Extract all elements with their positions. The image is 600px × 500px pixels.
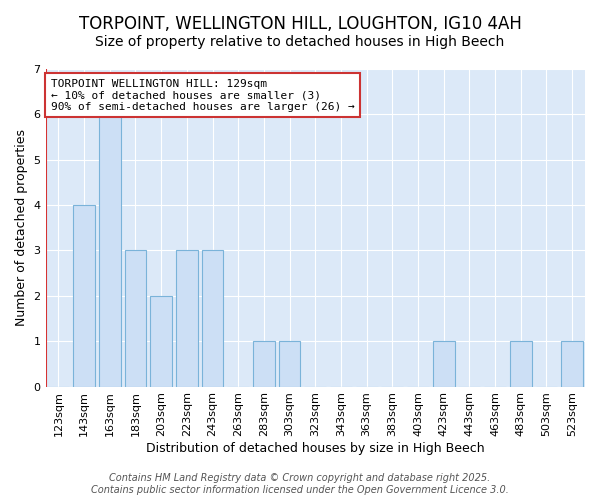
Bar — [561, 341, 583, 386]
Bar — [125, 250, 146, 386]
Bar — [253, 341, 275, 386]
Y-axis label: Number of detached properties: Number of detached properties — [15, 130, 28, 326]
Bar — [510, 341, 532, 386]
Bar — [150, 296, 172, 386]
Bar — [99, 114, 121, 386]
Text: TORPOINT WELLINGTON HILL: 129sqm
← 10% of detached houses are smaller (3)
90% of: TORPOINT WELLINGTON HILL: 129sqm ← 10% o… — [51, 78, 355, 112]
Bar — [278, 341, 301, 386]
Text: Contains HM Land Registry data © Crown copyright and database right 2025.
Contai: Contains HM Land Registry data © Crown c… — [91, 474, 509, 495]
X-axis label: Distribution of detached houses by size in High Beech: Distribution of detached houses by size … — [146, 442, 485, 455]
Bar — [73, 205, 95, 386]
Bar — [433, 341, 455, 386]
Bar — [176, 250, 198, 386]
Bar — [202, 250, 223, 386]
Text: Size of property relative to detached houses in High Beech: Size of property relative to detached ho… — [95, 35, 505, 49]
Text: TORPOINT, WELLINGTON HILL, LOUGHTON, IG10 4AH: TORPOINT, WELLINGTON HILL, LOUGHTON, IG1… — [79, 15, 521, 33]
